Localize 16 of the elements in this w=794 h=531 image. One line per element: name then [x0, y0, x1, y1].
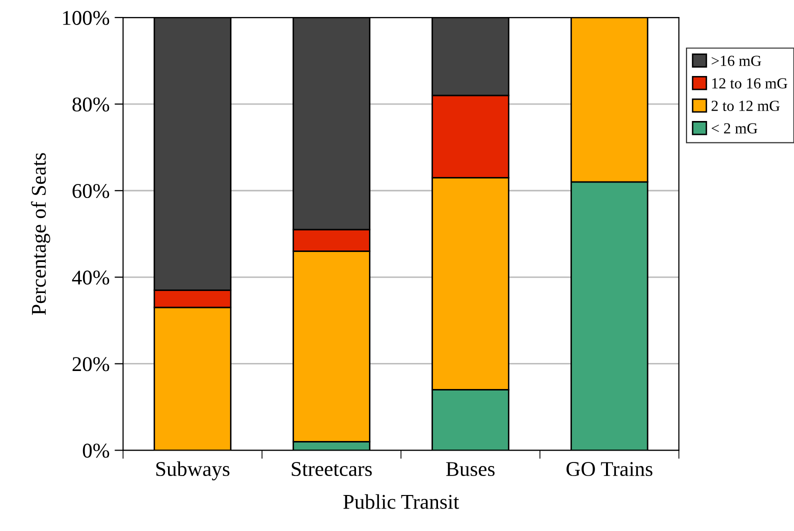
y-axis-title: Percentage of Seats [31, 153, 50, 315]
x-tick-label: Streetcars [292, 462, 372, 476]
y-tick-label: 100% [63, 10, 110, 26]
legend-label: >16 mG [712, 56, 762, 66]
x-tick-label: Buses [446, 462, 495, 476]
x-axis-title: Public Transit [343, 494, 460, 509]
y-tick-label: 20% [72, 357, 110, 372]
y-tick-label: 80% [72, 97, 110, 112]
y-tick-label: 0% [82, 444, 110, 458]
x-tick-label: GO Trains [566, 462, 652, 476]
legend-label: < 2 mG [712, 123, 758, 134]
legend-label: 2 to 12 mG [712, 100, 780, 111]
x-tick-label: Subways [156, 461, 230, 480]
y-tick-label: 40% [72, 270, 110, 285]
y-tick-label: 60% [72, 184, 110, 198]
legend-label: 12 to 16 mG [712, 78, 788, 88]
